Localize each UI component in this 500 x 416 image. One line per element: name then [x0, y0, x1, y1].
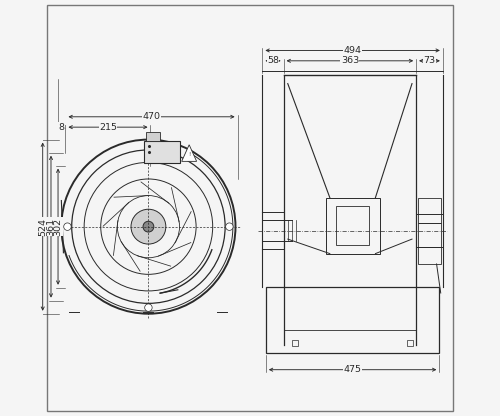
- Text: 361: 361: [46, 218, 56, 236]
- Circle shape: [131, 209, 166, 244]
- Text: !: !: [188, 152, 190, 157]
- Text: 524: 524: [38, 218, 47, 235]
- Text: 73: 73: [424, 56, 436, 65]
- Bar: [336, 206, 369, 245]
- Bar: [144, 141, 180, 163]
- Text: 494: 494: [344, 46, 361, 55]
- Text: 58: 58: [267, 56, 279, 65]
- Bar: [146, 131, 160, 141]
- Text: 363: 363: [341, 56, 359, 65]
- Bar: [266, 287, 440, 353]
- Bar: [407, 339, 414, 346]
- Text: 470: 470: [142, 112, 160, 121]
- Circle shape: [64, 223, 71, 230]
- Text: 475: 475: [344, 365, 361, 374]
- Circle shape: [143, 221, 154, 232]
- Text: 8: 8: [59, 123, 65, 131]
- Bar: [418, 198, 440, 223]
- Text: 215: 215: [99, 123, 117, 131]
- Bar: [326, 198, 380, 254]
- Polygon shape: [182, 145, 196, 161]
- Circle shape: [226, 223, 233, 230]
- Bar: [418, 248, 440, 264]
- Circle shape: [144, 142, 152, 149]
- Bar: [292, 339, 298, 346]
- Bar: [418, 223, 440, 248]
- Text: 302: 302: [54, 218, 62, 236]
- Circle shape: [144, 304, 152, 311]
